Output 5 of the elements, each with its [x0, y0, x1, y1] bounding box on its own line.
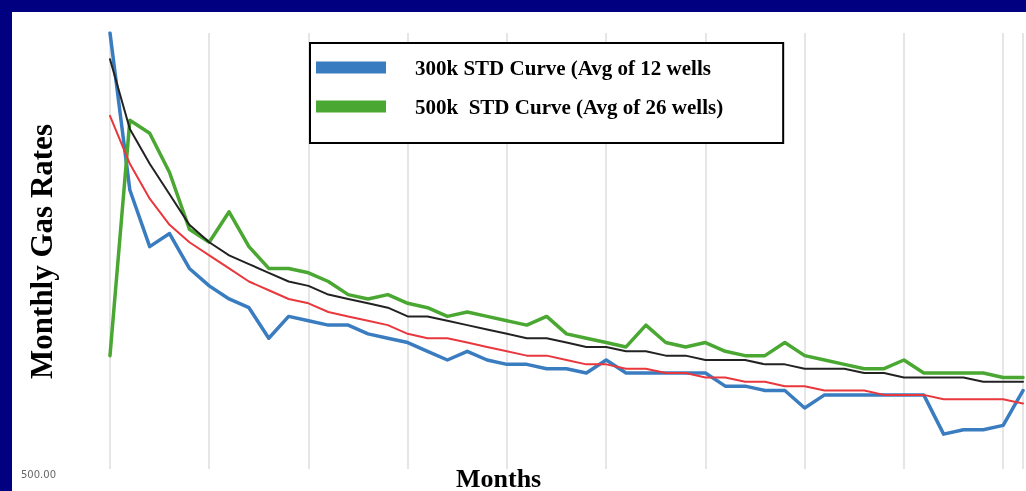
legend-label: 500k STD Curve (Avg of 26 wells) — [415, 94, 724, 119]
legend-label: 300k STD Curve (Avg of 12 wells — [415, 55, 711, 80]
y-axis-title: Monthly Gas Rates — [24, 124, 59, 379]
x-axis-title: Months — [456, 463, 542, 491]
text: 500.00 — [21, 468, 56, 480]
